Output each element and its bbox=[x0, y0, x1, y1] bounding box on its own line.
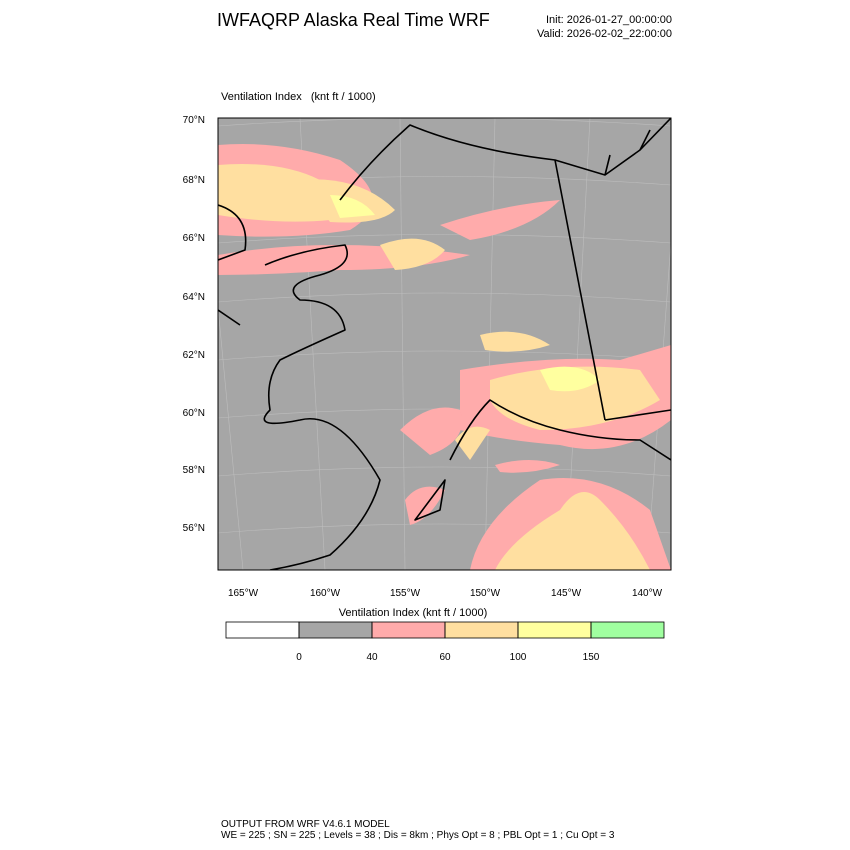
colorbar-box bbox=[590, 621, 665, 639]
lon-label: 160°W bbox=[310, 588, 341, 599]
colorbar-tick-label: 0 bbox=[296, 652, 302, 663]
lat-label: 58°N bbox=[183, 465, 205, 476]
lon-label: 155°W bbox=[390, 588, 421, 599]
colorbar-box bbox=[298, 621, 373, 639]
lat-label: 68°N bbox=[183, 175, 205, 186]
lat-label: 70°N bbox=[183, 115, 205, 126]
colorbar-tick-label: 60 bbox=[439, 652, 451, 663]
init-time: Init: 2026-01-27_00:00:00 bbox=[546, 14, 672, 26]
title: IWFAQRP Alaska Real Time WRF bbox=[217, 10, 490, 30]
valid-time: Valid: 2026-02-02_22:00:00 bbox=[537, 28, 672, 40]
map bbox=[218, 118, 671, 570]
colorbar-box bbox=[371, 621, 446, 639]
colorbar-box bbox=[517, 621, 592, 639]
lat-label: 56°N bbox=[183, 523, 205, 534]
colorbar-tick-label: 150 bbox=[583, 652, 600, 663]
lat-label: 64°N bbox=[183, 292, 205, 303]
colorbar-tick-label: 40 bbox=[366, 652, 378, 663]
lat-label: 60°N bbox=[183, 408, 205, 419]
footer-line: OUTPUT FROM WRF V4.6.1 MODEL bbox=[221, 819, 390, 830]
lat-label: 66°N bbox=[183, 233, 205, 244]
lon-label: 150°W bbox=[470, 588, 501, 599]
footer-line: WE = 225 ; SN = 225 ; Levels = 38 ; Dis … bbox=[221, 830, 615, 841]
colorbar-box bbox=[225, 621, 300, 639]
lat-label: 62°N bbox=[183, 350, 205, 361]
map-frame bbox=[217, 117, 672, 571]
lon-label: 165°W bbox=[228, 588, 259, 599]
lon-label: 145°W bbox=[551, 588, 582, 599]
colorbar-tick-label: 100 bbox=[510, 652, 527, 663]
lon-label: 140°W bbox=[632, 588, 663, 599]
colorbar-box bbox=[444, 621, 519, 639]
colorbar-label: Ventilation Index (knt ft / 1000) bbox=[339, 607, 488, 619]
field-label: Ventilation Index (knt ft / 1000) bbox=[221, 91, 376, 103]
